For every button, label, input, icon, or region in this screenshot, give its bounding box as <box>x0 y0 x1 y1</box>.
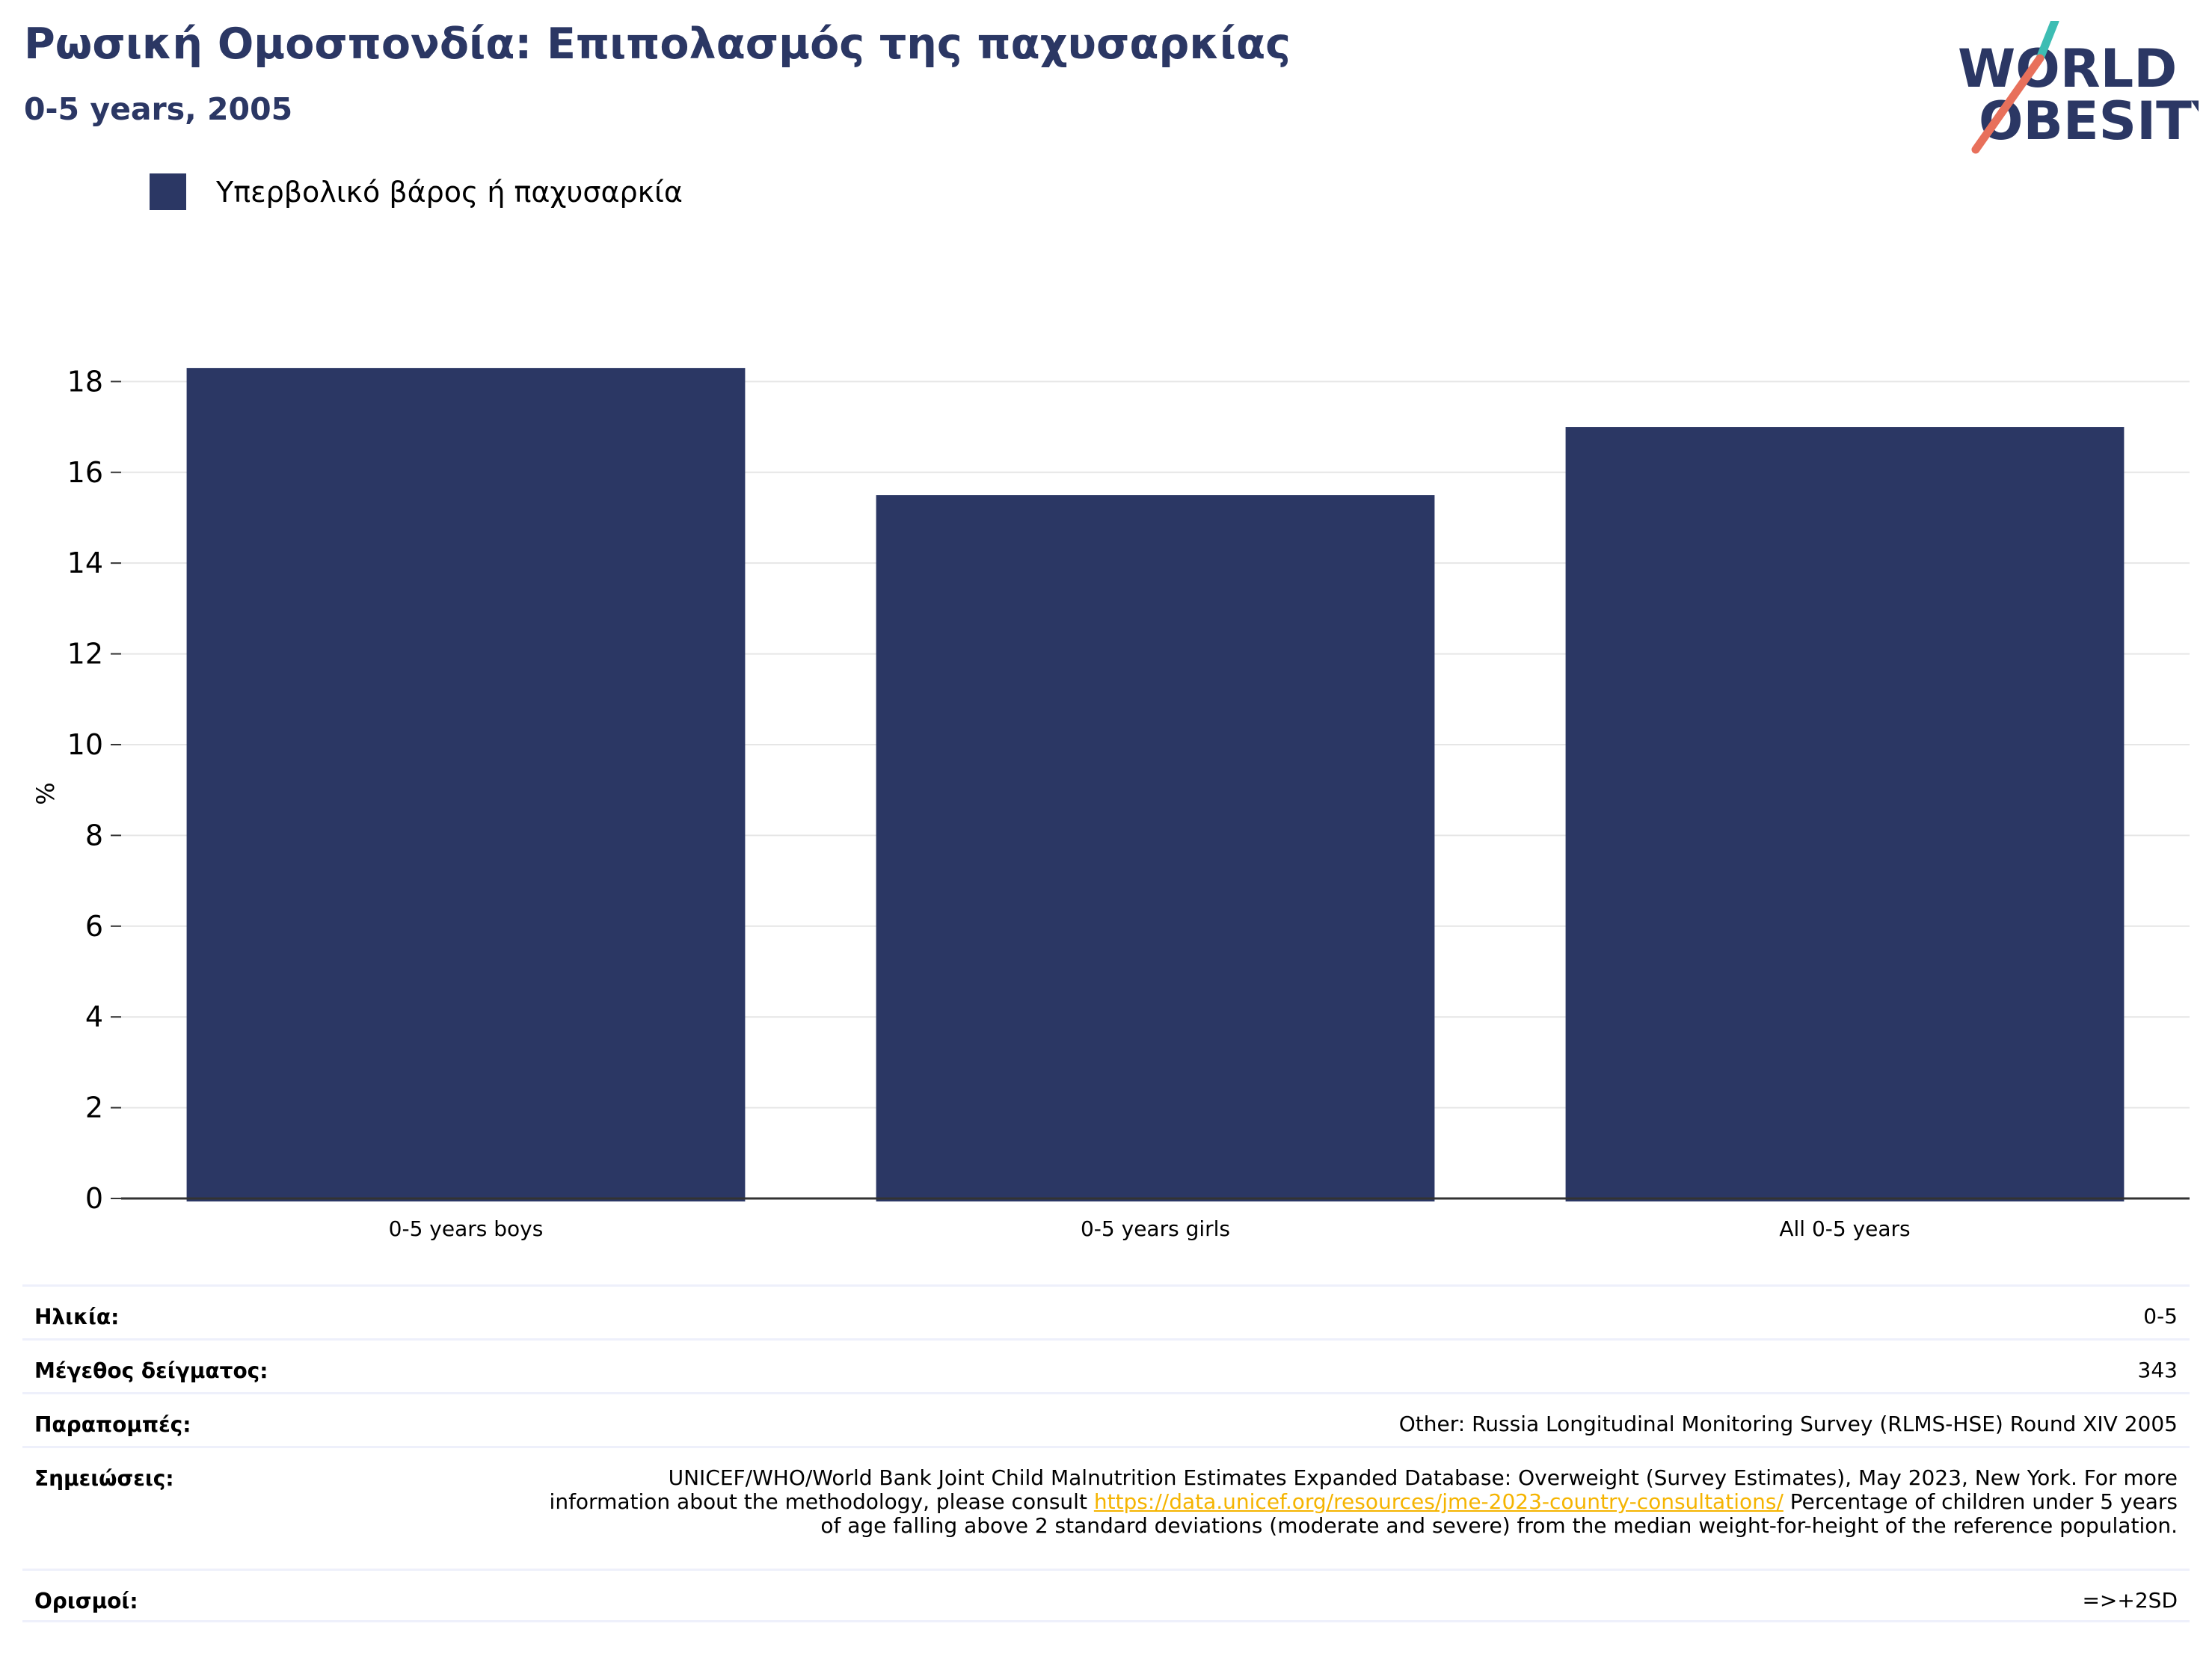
bar <box>1565 427 2125 1201</box>
info-row-sample: Μέγεθος δείγματος: 343 <box>22 1338 2190 1392</box>
y-tick-label: 0 <box>85 1182 103 1215</box>
bar <box>876 495 1435 1201</box>
x-tick-label: 0-5 years girls <box>1081 1216 1230 1241</box>
notes-text-2: Percentage of children under 5 years of … <box>820 1489 2178 1538</box>
info-row-defs: Ορισμοί: =>+2SD <box>22 1569 2190 1622</box>
y-tick-label: 2 <box>85 1092 103 1124</box>
x-tick-label: 0-5 years boys <box>389 1216 544 1241</box>
refs-value: Other: Russia Longitudinal Monitoring Su… <box>1398 1412 2178 1436</box>
defs-label: Ορισμοί: <box>34 1589 138 1613</box>
info-row-refs: Παραπομπές: Other: Russia Longitudinal M… <box>22 1392 2190 1446</box>
chart-legend: Υπερβολικό βάρος ή παχυσαρκία <box>150 173 683 210</box>
chart-title: Ρωσική Ομοσπονδία: Επιπολασμός της παχυσ… <box>24 19 1291 69</box>
logo-coral-slash <box>1971 54 2044 154</box>
logo-line-1: WORLD <box>1958 38 2177 99</box>
logo-line-2: OBESITY <box>1979 90 2199 152</box>
legend-label: Υπερβολικό βάρος ή παχυσαρκία <box>216 175 683 209</box>
info-row-notes: Σημειώσεις: UNICEF/WHO/World Bank Joint … <box>22 1446 2190 1569</box>
x-tick-label: All 0-5 years <box>1779 1216 1910 1241</box>
bar-chart: 0 2 4 6 8 10 12 14 16 18 0-5 years boys 0-5 years g… <box>31 365 2190 1241</box>
chart-subtitle: 0-5 years, 2005 <box>24 91 293 127</box>
logo-teal-slash <box>2036 21 2059 63</box>
sample-value: 343 <box>2137 1358 2178 1382</box>
y-tick-label: 8 <box>85 819 103 852</box>
world-obesity-logo: WORLD OBESITY <box>1958 21 2199 154</box>
legend-swatch <box>150 173 186 210</box>
age-value: 0-5 <box>2143 1304 2178 1329</box>
refs-label: Παραπομπές: <box>34 1412 191 1437</box>
y-axis-label: % <box>31 782 60 804</box>
y-tick-label: 6 <box>85 910 103 943</box>
bar <box>186 368 746 1202</box>
y-tick-label: 4 <box>85 1000 103 1033</box>
age-label: Ηλικία: <box>34 1305 120 1329</box>
defs-value: =>+2SD <box>2082 1588 2178 1613</box>
y-tick-label: 12 <box>67 638 103 671</box>
notes-value: UNICEF/WHO/World Bank Joint Child Malnut… <box>547 1466 2178 1569</box>
notes-label: Σημειώσεις: <box>34 1466 174 1491</box>
y-tick-label: 10 <box>67 728 103 761</box>
info-row-age: Ηλικία: 0-5 <box>22 1284 2190 1338</box>
notes-link[interactable]: https://data.unicef.org/resources/jme-20… <box>1093 1489 1784 1514</box>
y-tick-label: 14 <box>67 547 103 579</box>
y-tick-label: 16 <box>67 456 103 489</box>
y-tick-label: 18 <box>67 365 103 398</box>
notes-text-1: UNICEF/WHO/World Bank Joint Child Malnut… <box>549 1465 2178 1514</box>
info-table: Ηλικία: 0-5 Μέγεθος δείγματος: 343 Παραπ… <box>22 1284 2190 1622</box>
sample-label: Μέγεθος δείγματος: <box>34 1358 268 1383</box>
